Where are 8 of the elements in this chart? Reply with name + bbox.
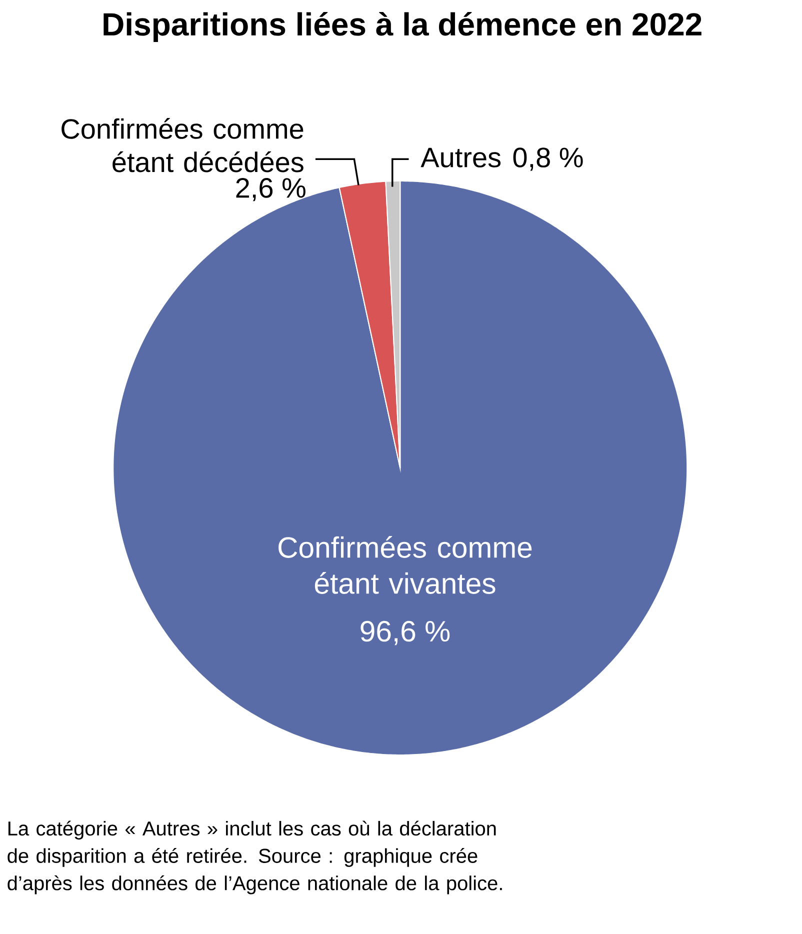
slice-label: Confirmées comme étant décédées [62,118,304,172]
data-label: 96,6 % [360,620,450,646]
text: La catégorie « Autres » inclut les cas où la déclaration de disparition a été retirée. Source : graphique crée d’après les données de l’Agence nationale de la police. [8,820,502,894]
data-label: 2,6 % [236,178,306,202]
data-label: 0,8 % [513,148,583,171]
chart-title: Disparitions liées à la démence en 2022 [104,12,702,42]
slice-label: Confirmées comme étant vivantes [278,536,532,594]
slice-label: Autres [420,148,500,168]
